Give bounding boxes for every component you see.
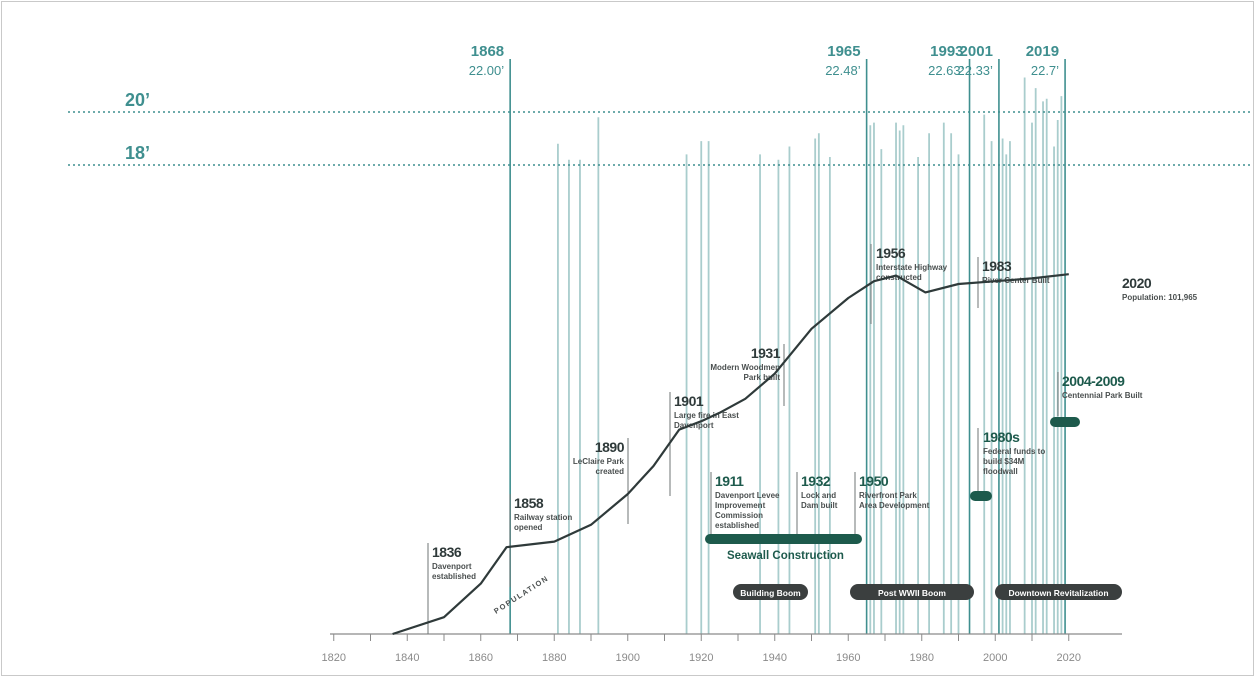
event-year-1983: 1983 (982, 258, 1012, 274)
event-text-1931-1: Park built (744, 373, 781, 382)
x-tick-label-1900: 1900 (616, 652, 640, 664)
x-axis: 1820 1840 1860 1880 1900 1920 1940 1960 1980 2000… (322, 633, 1122, 664)
flood-value-label-1868: 22.00’ (469, 63, 505, 78)
event-year-1911: 1911 (715, 473, 744, 489)
event-year-1950: 1950 (859, 473, 889, 489)
event-year-1858: 1858 (514, 495, 544, 511)
event-text-1932-1: Dam built (801, 501, 838, 510)
event-text-1901-0: Large fire in East (674, 411, 739, 420)
event-text-1890-0: LeClaire Park (573, 457, 625, 466)
event-text-1836-0: Davenport (432, 562, 472, 571)
flood-bars-layer: 1868 22.00’ 1965 22.48’ 1993 22.63’ 2001 22.33’… (469, 43, 1066, 634)
event-text-1901-1: Davenport (674, 421, 714, 430)
x-tick-label-1920: 1920 (689, 652, 713, 664)
event-text-1950-0: Riverfront Park (859, 491, 917, 500)
x-tick-label-2000: 2000 (983, 652, 1007, 664)
event-text-1858-0: Railway station (514, 513, 572, 522)
flood-year-label-2001: 2001 (960, 43, 993, 60)
reference-lines-layer: 20’ 18’ (68, 90, 1252, 166)
event-text-1980s-2: floodwall (983, 467, 1018, 476)
event-text-1858-1: opened (514, 523, 543, 532)
x-tick-label-1980: 1980 (910, 652, 934, 664)
x-tick-label-1880: 1880 (542, 652, 566, 664)
event-text-1931-0: Modern Woodmen (710, 363, 780, 372)
event-text-1911-0: Davenport Levee (715, 491, 780, 500)
population-line (392, 273, 1069, 636)
era-pill-2 (995, 584, 1122, 600)
event-year-1890: 1890 (595, 439, 625, 455)
event-year-2004-2009: 2004-2009 (1062, 373, 1125, 389)
x-tick-label-1840: 1840 (395, 652, 419, 664)
span-bars-layer: Seawall Construction (705, 417, 1080, 562)
flood-value-label-1993: 22.63’ (928, 63, 964, 78)
flood-value-label-1965: 22.48’ (825, 63, 861, 78)
x-tick-label-1820: 1820 (322, 652, 346, 664)
event-text-1890-1: created (596, 467, 625, 476)
event-year-1932: 1932 (801, 473, 831, 489)
era-label-0: Building Boom (740, 588, 801, 598)
reference-label-20: 20’ (125, 90, 150, 110)
event-text-2020-0: Population: 101,965 (1122, 293, 1198, 302)
event-text-1980s-0: Federal funds to (983, 447, 1045, 456)
event-year-1901: 1901 (674, 393, 704, 409)
population-series-label: POPULATION (492, 573, 550, 615)
event-text-1911-1: Improvement (715, 501, 766, 510)
flood-year-label-1993: 1993 (930, 43, 963, 60)
event-text-1911-3: established (715, 521, 759, 530)
event-year-1836: 1836 (432, 544, 462, 560)
event-text-1980s-1: build $34M (983, 457, 1025, 466)
event-text-1836-1: established (432, 572, 476, 581)
era-label-1: Post WWII Boom (878, 588, 946, 598)
era-pill-0 (733, 584, 808, 600)
flood-value-label-2001: 22.33’ (958, 63, 994, 78)
x-tick-label-2020: 2020 (1057, 652, 1081, 664)
flood-year-label-1965: 1965 (827, 43, 860, 60)
event-text-1932-0: Lock and (801, 491, 836, 500)
era-pills-layer: Building Boom Post WWII Boom Downtown Revi… (733, 584, 1122, 600)
event-text-2004-2009-0: Centennial Park Built (1062, 391, 1143, 400)
event-year-1956: 1956 (876, 245, 906, 261)
flood-year-label-1868: 1868 (471, 43, 504, 60)
x-tick-label-1860: 1860 (469, 652, 493, 664)
event-text-1956-0: Interstate Highway (876, 263, 948, 272)
event-year-1931: 1931 (751, 345, 781, 361)
event-year-2020: 2020 (1122, 275, 1152, 291)
era-pill-1 (850, 584, 974, 600)
span-label-0: Seawall Construction (727, 550, 844, 562)
event-text-1950-1: Area Development (859, 501, 930, 510)
era-label-2: Downtown Revitalization (1008, 588, 1108, 598)
x-tick-label-1940: 1940 (763, 652, 787, 664)
flood-year-label-2019: 2019 (1026, 43, 1059, 60)
x-tick-label-1960: 1960 (836, 652, 860, 664)
population-line-layer: POPULATION (392, 273, 1069, 636)
reference-label-18: 18’ (125, 143, 150, 163)
event-text-1911-2: Commission (715, 511, 763, 520)
event-year-1980s: 1980s (983, 429, 1020, 445)
flood-value-label-2019: 22.7’ (1031, 63, 1059, 78)
